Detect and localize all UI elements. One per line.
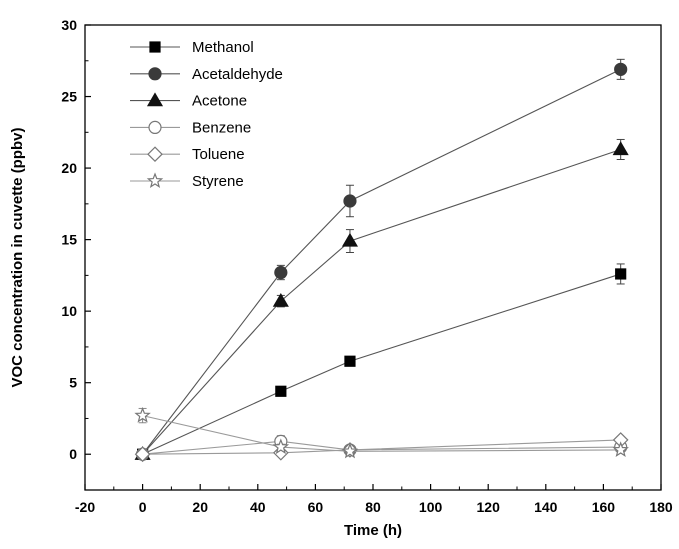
legend-label-benzene: Benzene (192, 119, 251, 136)
y-tick-label: 30 (61, 17, 77, 33)
x-tick-label: 0 (139, 499, 147, 515)
series-benzene (136, 434, 628, 461)
acetone-point (341, 232, 359, 247)
y-tick-label: 0 (69, 446, 77, 462)
x-tick-label: 140 (534, 499, 558, 515)
methanol-point (275, 385, 287, 397)
legend-label-acetone: Acetone (192, 93, 247, 110)
legend-label-toluene: Toluene (192, 146, 245, 163)
legend-item-styrene: Styrene (130, 172, 244, 190)
y-tick-label: 15 (61, 232, 77, 248)
series-toluene (134, 432, 629, 463)
acetone-point (612, 141, 629, 156)
benzene-line (142, 440, 621, 455)
legend-label-methanol: Methanol (192, 39, 254, 56)
legend-item-toluene: Toluene (130, 146, 245, 163)
y-tick-label: 10 (61, 303, 77, 319)
x-tick-label: -20 (75, 499, 95, 515)
series-acetone (134, 138, 629, 460)
series-styrene (134, 406, 629, 459)
x-tick-label: 80 (365, 499, 381, 515)
legend-marker-acetone (146, 92, 164, 107)
legend-item-acetone: Acetone (130, 92, 247, 110)
acetone-point (272, 292, 289, 307)
x-tick-label: 60 (308, 499, 324, 515)
methanol-line (142, 273, 621, 455)
x-tick-label: 20 (192, 499, 208, 515)
styrene-line (142, 415, 621, 452)
x-axis-title: Time (h) (344, 522, 402, 539)
methanol-point (615, 268, 627, 280)
y-tick-label: 5 (69, 375, 77, 391)
legend-marker-toluene (147, 146, 163, 163)
y-tick-label: 20 (61, 160, 77, 176)
legend-item-acetaldehyde: Acetaldehyde (130, 66, 283, 83)
legend-marker-styrene (146, 172, 164, 189)
y-axis-title: VOC concentration in cuvette (ppbv) (9, 127, 26, 387)
styrene-point (612, 441, 629, 457)
methanol-point (344, 355, 356, 367)
series-methanol (137, 263, 627, 460)
x-tick-label: 180 (649, 499, 673, 515)
x-tick-label: 40 (250, 499, 266, 515)
acetone-line (142, 148, 621, 455)
legend-label-styrene: Styrene (192, 173, 244, 190)
plot-area-frame (84, 24, 662, 491)
x-tick-label: 160 (592, 499, 616, 515)
legend-label-acetaldehyde: Acetaldehyde (192, 66, 283, 83)
legend-marker-methanol (149, 41, 161, 53)
styrene-point (134, 406, 151, 423)
x-tick-label: 100 (419, 499, 443, 515)
toluene-point (134, 446, 151, 463)
acetaldehyde-line (142, 68, 621, 455)
acetaldehyde-point (614, 62, 628, 76)
styrene-point (341, 442, 359, 459)
acetaldehyde-point (274, 265, 288, 280)
legend-item-benzene: Benzene (130, 119, 251, 136)
toluene-line (142, 439, 621, 455)
y-tick-label: 25 (61, 89, 77, 105)
legend-marker-acetaldehyde (148, 67, 162, 81)
styrene-point (272, 438, 290, 455)
acetaldehyde-point (343, 194, 357, 208)
legend-item-methanol: Methanol (130, 39, 254, 56)
legend-marker-benzene (148, 120, 162, 135)
x-tick-label: 120 (477, 499, 501, 515)
